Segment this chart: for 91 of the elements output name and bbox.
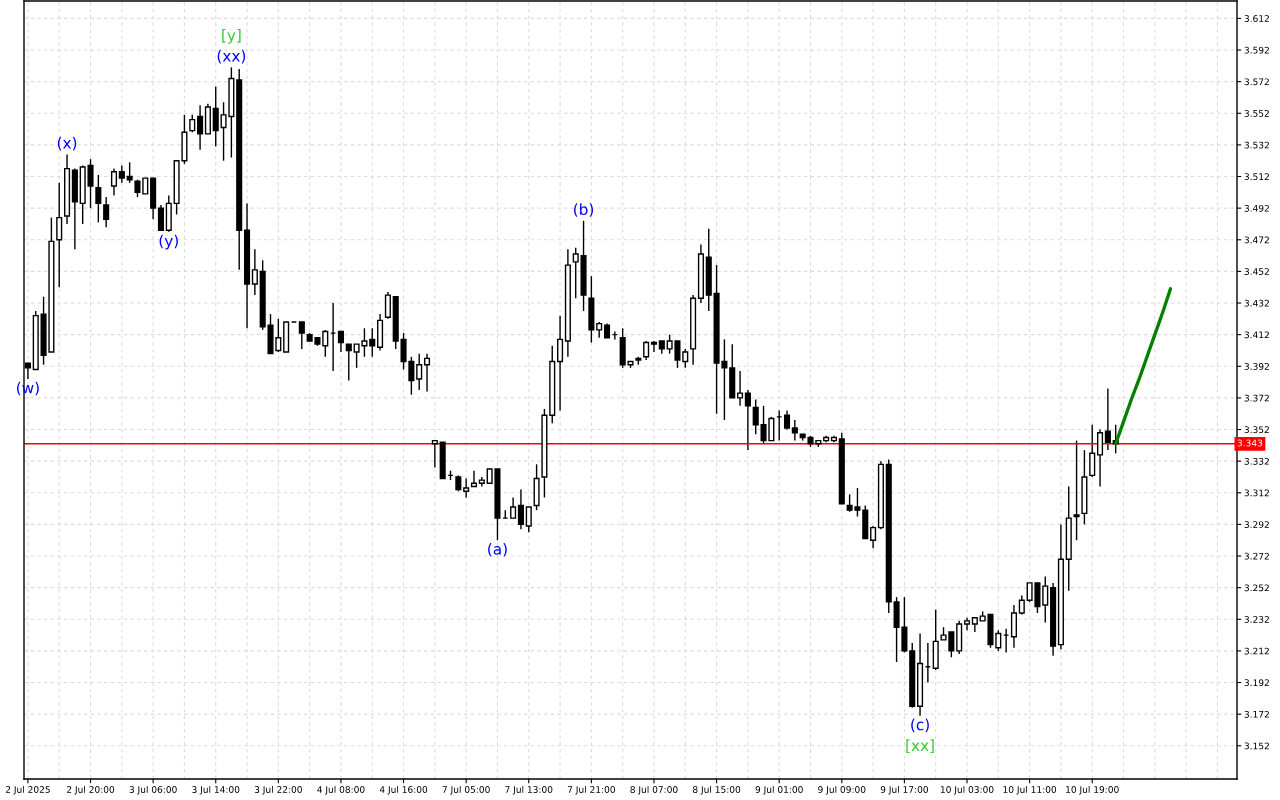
y-tick-label: 3.572 xyxy=(1244,78,1269,86)
candlestick xyxy=(525,506,532,534)
x-tick-label: 7 Jul 21:00 xyxy=(567,785,615,795)
y-tick-label: 3.332 xyxy=(1244,457,1269,465)
candlestick xyxy=(251,248,258,296)
x-tick-label: 10 Jul 11:00 xyxy=(1003,785,1057,795)
x-tick-label: 9 Jul 17:00 xyxy=(880,785,928,795)
annotation: [y] xyxy=(222,29,241,44)
x-tick-label: 7 Jul 13:00 xyxy=(505,785,553,795)
candlestick xyxy=(337,330,344,353)
x-tick-label: 9 Jul 01:00 xyxy=(755,785,803,795)
candlestick xyxy=(1104,387,1111,451)
ref-line-label: 3.343 xyxy=(1237,439,1263,447)
x-tick-label: 3 Jul 22:00 xyxy=(254,785,302,795)
candlestick xyxy=(1042,575,1049,624)
candlestick xyxy=(650,340,658,353)
candlestick xyxy=(643,340,650,361)
candlestick xyxy=(1073,439,1080,541)
x-tick-label: 9 Jul 09:00 xyxy=(818,785,866,795)
x-tick-label: 10 Jul 03:00 xyxy=(940,785,994,795)
candlestick xyxy=(517,488,524,530)
y-tick-label: 3.512 xyxy=(1244,173,1269,181)
annotation: (b) xyxy=(574,203,594,217)
annotation: (c) xyxy=(911,718,929,733)
x-tick-label: 8 Jul 07:00 xyxy=(630,785,678,795)
candlestick xyxy=(384,291,391,320)
y-tick-label: 3.172 xyxy=(1244,710,1269,718)
y-tick-label: 3.532 xyxy=(1244,141,1269,149)
annotation: (a) xyxy=(488,543,507,557)
x-tick-label: 8 Jul 15:00 xyxy=(693,785,741,795)
candlestick xyxy=(212,85,219,148)
candlestick xyxy=(682,348,689,369)
candlestick xyxy=(870,525,877,549)
y-tick-label: 3.472 xyxy=(1244,236,1269,244)
x-tick-label: 3 Jul 14:00 xyxy=(192,785,240,795)
y-tick-label: 3.372 xyxy=(1244,394,1269,402)
candlestick xyxy=(431,439,438,469)
y-tick-label: 3.192 xyxy=(1244,679,1269,687)
y-tick-label: 3.612 xyxy=(1244,15,1269,22)
x-tick-label: 3 Jul 06:00 xyxy=(129,785,177,795)
candlestick xyxy=(510,496,517,519)
candlestick xyxy=(557,314,564,412)
annotation: (xx) xyxy=(217,49,246,64)
candlestick xyxy=(197,104,204,151)
candlestick xyxy=(423,352,431,393)
candlestick xyxy=(783,409,791,431)
y-tick-label: 3.352 xyxy=(1244,426,1269,434)
candlestick xyxy=(298,321,305,350)
candlestick xyxy=(369,327,376,358)
y-tick-label: 3.552 xyxy=(1244,110,1269,117)
candlestick xyxy=(110,167,118,197)
y-tick-label: 3.412 xyxy=(1244,331,1269,339)
y-tick-label: 3.392 xyxy=(1244,363,1269,370)
candlestick xyxy=(572,246,579,299)
y-tick-label: 3.232 xyxy=(1244,616,1269,623)
x-tick-label: 2 Jul 20:00 xyxy=(66,785,115,795)
candlestick xyxy=(126,161,133,184)
x-tick-label: 7 Jul 05:00 xyxy=(442,785,490,795)
y-tick-label: 3.292 xyxy=(1244,521,1269,528)
annotation: [xx] xyxy=(906,739,934,753)
candlestick xyxy=(345,343,352,382)
y-tick-label: 3.452 xyxy=(1244,268,1269,275)
annotation: (y) xyxy=(159,234,178,250)
candlestick xyxy=(470,469,478,488)
candlestick xyxy=(56,182,63,288)
x-tick-label: 2 Jul 2025 xyxy=(5,785,50,795)
y-tick-label: 3.152 xyxy=(1244,742,1269,750)
y-tick-label: 3.252 xyxy=(1244,584,1269,592)
x-tick-label: 10 Jul 19:00 xyxy=(1066,785,1119,795)
candlestick xyxy=(1097,428,1104,488)
candlestick xyxy=(416,352,423,391)
candlestick xyxy=(1010,604,1018,649)
y-tick-label: 3.432 xyxy=(1244,299,1269,307)
candlestick xyxy=(1089,424,1096,478)
annotation: (x) xyxy=(57,136,77,151)
candlestick xyxy=(744,389,751,451)
y-tick-label: 3.212 xyxy=(1244,647,1269,655)
y-tick-label: 3.592 xyxy=(1244,46,1269,54)
candlestick xyxy=(791,419,798,442)
y-tick-label: 3.272 xyxy=(1244,552,1269,560)
candlestick xyxy=(1018,594,1025,616)
candlestick xyxy=(463,477,470,499)
y-tick-label: 3.312 xyxy=(1244,489,1269,497)
candlestick xyxy=(737,370,744,407)
x-tick-label: 4 Jul 16:00 xyxy=(379,785,428,795)
y-tick-label: 3.492 xyxy=(1244,204,1269,212)
candlestick xyxy=(95,174,102,224)
x-tick-label: 4 Jul 08:00 xyxy=(317,785,365,795)
line-series xyxy=(1114,287,1173,446)
candlestick xyxy=(103,196,110,228)
candlestick xyxy=(157,204,164,231)
